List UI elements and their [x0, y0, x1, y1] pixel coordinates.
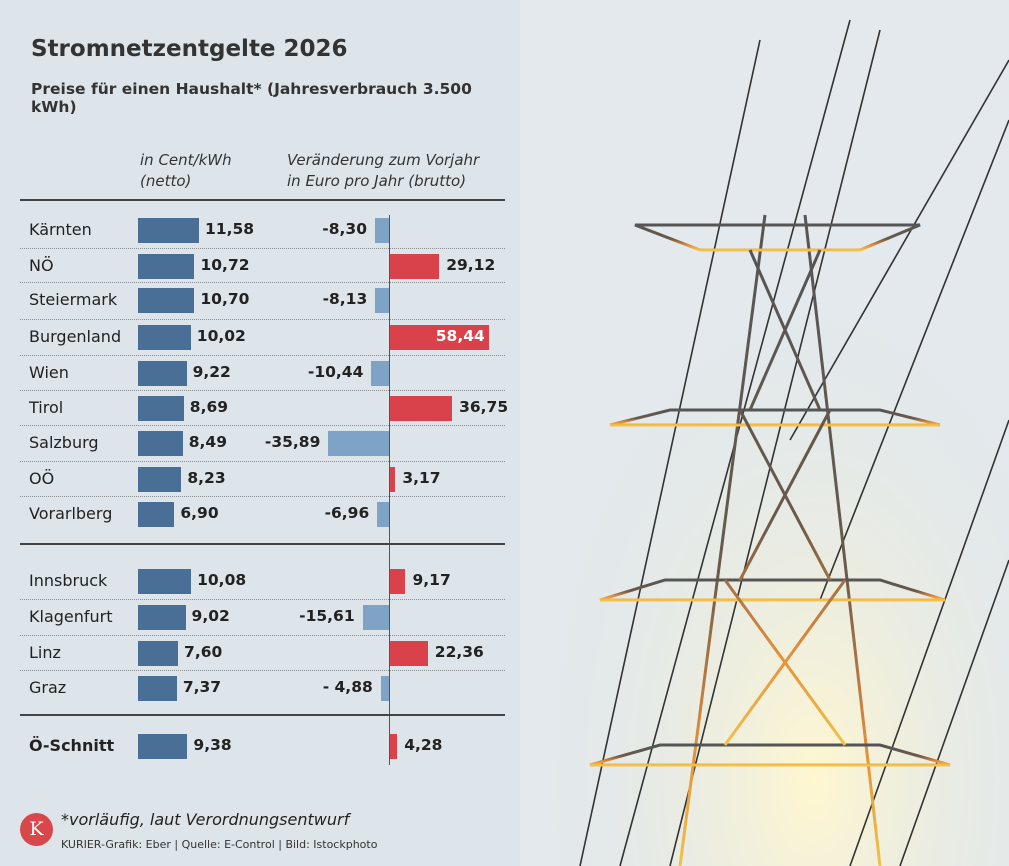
change-value: -15,61: [299, 607, 355, 625]
price-bar: [138, 396, 184, 421]
row-separator: [20, 461, 505, 462]
price-value: 9,02: [191, 607, 230, 625]
row-separator: [20, 390, 505, 391]
change-value: - 4,88: [322, 678, 373, 696]
row-label: Burgenland: [29, 327, 122, 346]
price-bar: [138, 218, 200, 243]
zero-axis: [389, 215, 390, 765]
row-separator: [20, 496, 505, 497]
price-bar: [138, 502, 175, 527]
change-bar-decrease: [328, 431, 389, 456]
change-bar-decrease: [374, 218, 389, 243]
price-bar: [138, 254, 195, 279]
group-divider: [20, 543, 505, 545]
row-label: Linz: [29, 643, 61, 662]
price-value: 6,90: [180, 504, 219, 522]
change-value: 36,75: [459, 398, 509, 416]
price-value: 10,08: [197, 571, 247, 589]
price-value: 8,49: [188, 433, 227, 451]
kurier-logo: K: [20, 813, 53, 846]
row-label: Vorarlberg: [29, 504, 113, 523]
row-separator: [20, 319, 505, 320]
price-value: 7,37: [182, 678, 222, 696]
price-value: 9,22: [192, 363, 231, 381]
power-pylon-photo: [520, 0, 1009, 866]
price-value: 8,69: [189, 398, 229, 416]
row-separator: [20, 248, 505, 249]
price-value: 10,70: [200, 290, 250, 308]
change-value: 58,44: [435, 327, 485, 345]
row-label: NÖ: [29, 256, 54, 275]
row-label: Salzburg: [29, 433, 99, 452]
row-label: Innsbruck: [29, 571, 108, 590]
divider: [20, 199, 505, 201]
price-bar: [138, 361, 187, 386]
chart-title: Stromnetzentgelte 2026: [31, 36, 348, 62]
change-value: 3,17: [402, 469, 441, 487]
row-separator: [20, 355, 505, 356]
header-line: (netto): [140, 172, 192, 190]
row-label: Wien: [29, 363, 69, 382]
price-bar: [138, 569, 192, 594]
chart: Stromnetzentgelte 2026 Preise für einen …: [20, 36, 509, 851]
price-bar: [138, 676, 177, 701]
change-value: 9,17: [412, 571, 451, 589]
change-bar-increase: [390, 396, 453, 421]
price-bar: [138, 734, 188, 759]
change-value: -8,30: [322, 220, 367, 238]
change-bar-increase: [390, 641, 428, 666]
header-line: Veränderung zum Vorjahr: [287, 151, 480, 169]
price-column-header: in Cent/kWh (netto): [140, 150, 232, 192]
price-bar: [138, 325, 191, 350]
row-separator: [20, 670, 505, 671]
change-value: 29,12: [446, 256, 496, 274]
price-value: 7,60: [184, 643, 223, 661]
change-bar-decrease: [362, 605, 389, 630]
price-bar: [138, 288, 195, 313]
row-label: OÖ: [29, 469, 55, 488]
change-bar-increase: [390, 734, 398, 759]
change-bar-decrease: [377, 502, 389, 527]
change-value: -35,89: [264, 433, 321, 451]
change-value: -8,13: [322, 290, 368, 308]
change-value: 22,36: [434, 643, 484, 661]
price-value: 9,38: [193, 736, 232, 754]
row-separator: [20, 599, 505, 600]
change-bar-increase: [390, 325, 489, 350]
row-label: Steiermark: [29, 290, 118, 309]
price-value: 8,23: [187, 469, 226, 487]
change-bar-decrease: [375, 288, 389, 313]
row-separator: [20, 425, 505, 426]
row-label: Ö-Schnitt: [29, 736, 115, 755]
change-value: -10,44: [307, 363, 364, 381]
footnote: *vorläufig, laut Verordnungsentwurf: [61, 810, 350, 829]
price-value: 10,72: [200, 256, 250, 274]
change-value: -6,96: [324, 504, 370, 522]
change-bar-increase: [390, 254, 440, 279]
change-bar-increase: [390, 569, 406, 594]
row-separator: [20, 282, 505, 283]
chart-subtitle: Preise für einen Haushalt* (Jahresverbra…: [31, 80, 472, 116]
row-label: Tirol: [29, 398, 64, 417]
price-bar: [138, 467, 182, 492]
change-bar-decrease: [371, 361, 389, 386]
header-line: in Euro pro Jahr (brutto): [287, 172, 467, 190]
change-bar-decrease: [380, 676, 389, 701]
header-line: in Cent/kWh: [140, 151, 232, 169]
row-separator: [20, 635, 505, 636]
group-divider: [20, 714, 505, 716]
row-label: Klagenfurt: [29, 607, 113, 626]
price-bar: [138, 605, 186, 630]
price-bar: [138, 431, 183, 456]
credit: KURIER-Grafik: Eber | Quelle: E-Control …: [61, 838, 378, 851]
change-column-header: Veränderung zum Vorjahr in Euro pro Jahr …: [287, 150, 479, 192]
change-bar-increase: [390, 467, 396, 492]
price-value: 10,02: [196, 327, 246, 345]
change-value: 4,28: [404, 736, 443, 754]
row-label: Graz: [29, 678, 67, 697]
row-label: Kärnten: [29, 220, 92, 239]
price-value: 11,58: [205, 220, 255, 238]
price-bar: [138, 641, 179, 666]
